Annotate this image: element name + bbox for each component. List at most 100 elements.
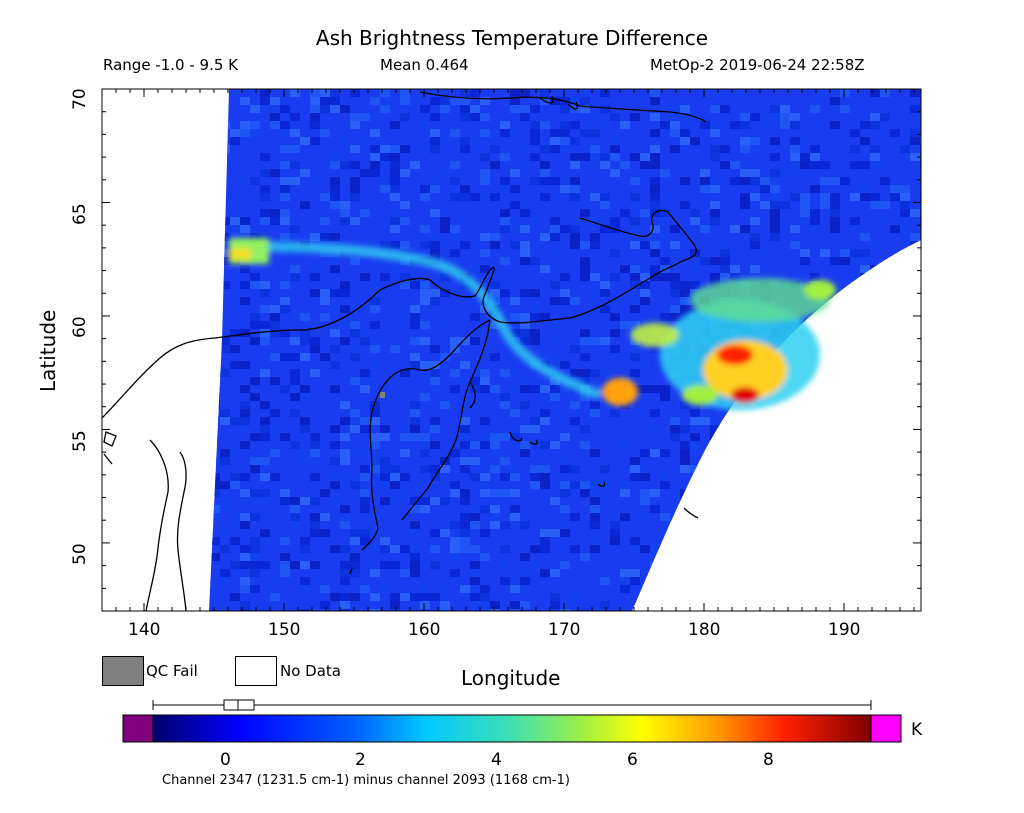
swath-pixel — [850, 225, 860, 233]
x-tick-150: 150 — [268, 620, 301, 640]
swath-pixel — [510, 489, 520, 497]
swath-pixel — [410, 553, 420, 561]
swath-pixel — [630, 265, 640, 273]
swath-pixel — [800, 593, 810, 601]
swath-pixel — [560, 561, 570, 569]
swath-pixel — [280, 185, 290, 193]
swath-pixel — [580, 265, 590, 273]
swath-pixel — [830, 217, 840, 225]
swath-pixel — [240, 121, 250, 129]
swath-pixel — [770, 489, 780, 497]
swath-pixel — [660, 513, 670, 521]
swath-pixel — [440, 601, 450, 609]
swath-pixel — [350, 193, 360, 201]
swath-pixel — [880, 177, 890, 185]
swath-pixel — [350, 305, 360, 313]
swath-pixel — [440, 289, 450, 297]
swath-pixel — [520, 601, 530, 609]
swath-pixel — [410, 593, 420, 601]
swath-pixel — [580, 353, 590, 361]
swath-pixel — [820, 457, 830, 465]
swath-pixel — [730, 513, 740, 521]
y-axis-label: Latitude — [36, 309, 60, 392]
swath-pixel — [280, 129, 290, 137]
swath-pixel — [880, 289, 890, 297]
swath-pixel — [880, 377, 890, 385]
swath-pixel — [560, 105, 570, 113]
swath-pixel — [770, 153, 780, 161]
swath-pixel — [590, 545, 600, 553]
swath-pixel — [250, 489, 260, 497]
swath-pixel — [730, 177, 740, 185]
swath-pixel — [570, 609, 580, 611]
swath-pixel — [390, 121, 400, 129]
swath-pixel — [730, 225, 740, 233]
swath-pixel — [750, 233, 760, 241]
swath-pixel — [480, 505, 490, 513]
swath-pixel — [340, 513, 350, 521]
swath-pixel — [680, 113, 690, 121]
swath-pixel — [530, 473, 540, 481]
swath-pixel — [590, 401, 600, 409]
swath-pixel — [520, 105, 530, 113]
swath-pixel — [590, 273, 600, 281]
swath-pixel — [410, 161, 420, 169]
swath-pixel — [510, 385, 520, 393]
x-tick-190: 190 — [828, 620, 861, 640]
swath-pixel — [640, 361, 650, 369]
swath-pixel — [690, 561, 700, 569]
swath-pixel — [390, 609, 400, 611]
swath-pixel — [870, 241, 880, 249]
swath-pixel — [900, 409, 910, 417]
swath-pixel — [860, 121, 870, 129]
swath-pixel — [520, 329, 530, 337]
swath-pixel — [630, 345, 640, 353]
swath-pixel — [830, 457, 840, 465]
swath-pixel — [520, 257, 530, 265]
swath-pixel — [350, 353, 360, 361]
swath-pixel — [450, 233, 460, 241]
swath-pixel — [560, 361, 570, 369]
swath-pixel — [290, 369, 300, 377]
swath-pixel — [320, 313, 330, 321]
swath-pixel — [870, 201, 880, 209]
swath-pixel — [510, 433, 520, 441]
swath-pixel — [420, 321, 430, 329]
swath-pixel — [470, 265, 480, 273]
swath-pixel — [750, 113, 760, 121]
swath-pixel — [480, 417, 490, 425]
swath-pixel — [600, 105, 610, 113]
swath-pixel — [500, 185, 510, 193]
colorbar-handle[interactable] — [223, 699, 255, 711]
swath-pixel — [910, 345, 920, 353]
swath-pixel — [310, 473, 320, 481]
swath-pixel — [770, 441, 780, 449]
swath-pixel — [490, 465, 500, 473]
swath-pixel — [560, 521, 570, 529]
swath-pixel — [530, 417, 540, 425]
swath-pixel — [410, 305, 420, 313]
swath-pixel — [800, 537, 810, 545]
swath-pixel — [360, 329, 370, 337]
swath-pixel — [650, 273, 660, 281]
swath-pixel — [860, 193, 870, 201]
swath-pixel — [420, 441, 430, 449]
swath-pixel — [450, 129, 460, 137]
swath-pixel — [290, 561, 300, 569]
swath-pixel — [740, 409, 750, 417]
swath-pixel — [490, 161, 500, 169]
swath-pixel — [780, 105, 790, 113]
swath-pixel — [380, 241, 390, 249]
swath-pixel — [320, 217, 330, 225]
swath-pixel — [860, 353, 870, 361]
swath-pixel — [310, 265, 320, 273]
swath-pixel — [730, 449, 740, 457]
swath-pixel — [710, 89, 720, 97]
swath-pixel — [790, 529, 800, 537]
swath-pixel — [540, 161, 550, 169]
swath-pixel — [420, 433, 430, 441]
swath-pixel — [260, 561, 270, 569]
swath-pixel — [690, 585, 700, 593]
swath-pixel — [430, 145, 440, 153]
swath-pixel — [860, 313, 870, 321]
